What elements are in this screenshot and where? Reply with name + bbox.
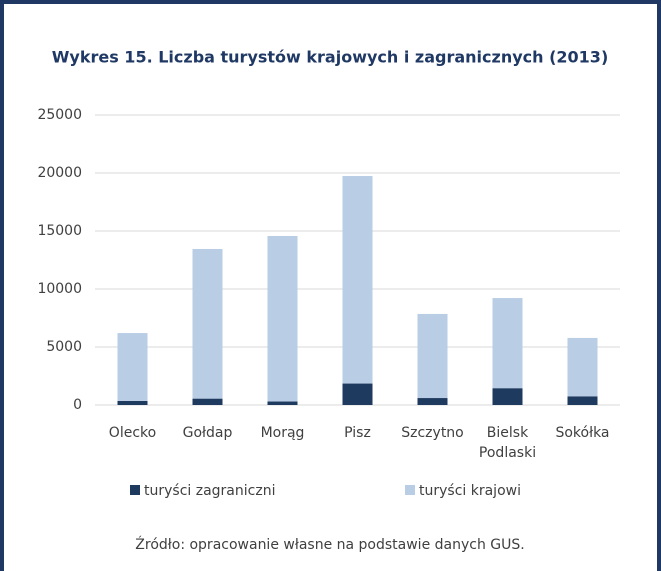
y-tick-label: 10000 [37,281,82,297]
legend-swatch [405,485,415,495]
bar-segment [267,235,298,402]
bar-segment [342,176,373,384]
x-tick-label: Olecko [108,425,157,441]
y-tick-label: 25000 [37,107,82,123]
y-tick-label: 20000 [37,165,82,181]
bar-segment [267,401,298,405]
chart-title: Wykres 15. Liczba turystów krajowych i z… [52,48,609,67]
y-tick-label: 5000 [46,339,82,355]
x-tick-label: Gołdap [182,425,233,441]
bar-segment [192,398,223,405]
bar-segment [417,313,448,399]
legend-swatch [130,485,140,495]
x-tick-label: Szczytno [401,425,464,441]
bar-segment [342,383,373,405]
bar-segment [417,398,448,405]
bar-segment [492,388,523,405]
bar-segment [192,248,223,399]
x-tick-label: Morąg [260,425,305,441]
source-note: Źródło: opracowanie własne na podstawie … [135,535,524,553]
bar-segment [117,400,148,405]
bar-segment [117,333,148,401]
x-tick-label: Pisz [344,425,371,441]
y-tick-label: 15000 [37,223,82,239]
bar-segment [567,337,598,397]
x-tick-label: Sokółka [555,425,610,441]
y-tick-label: 0 [73,397,82,413]
legend-label: turyści krajowi [419,483,521,499]
x-tick-label: Bielsk Podlaski [478,425,537,461]
legend-label: turyści zagraniczni [144,483,275,499]
bar-segment [567,396,598,405]
bar-segment [492,298,523,389]
